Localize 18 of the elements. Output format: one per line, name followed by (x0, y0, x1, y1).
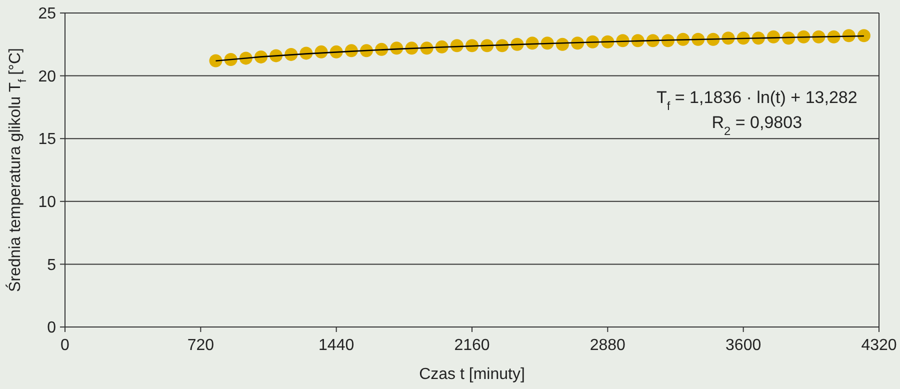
x-tick-label: 3600 (726, 337, 762, 354)
y-tick-label: 10 (38, 194, 56, 211)
x-tick-label: 1440 (318, 337, 354, 354)
x-tick-label: 2880 (590, 337, 626, 354)
x-axis-title: Czas t [minuty] (419, 366, 525, 383)
x-tick-label: 2160 (454, 337, 490, 354)
annotation: T$_{f}$ = 1,1836 · ln(t) + 13,282 (656, 88, 858, 113)
annotation: R$_{2}$ = 0,9803 (712, 113, 802, 138)
y-tick-label: 20 (38, 68, 56, 86)
y-tick-label: 0 (47, 320, 56, 337)
x-tick-label: 4320 (861, 337, 897, 354)
x-tick-label: 0 (60, 337, 70, 354)
point (857, 29, 870, 42)
x-tick-label: 720 (187, 337, 214, 354)
y-tick-label: 5 (47, 256, 56, 274)
y-tick-label: 15 (38, 131, 56, 148)
y-tick-label: 25 (38, 6, 56, 23)
point (209, 54, 222, 68)
